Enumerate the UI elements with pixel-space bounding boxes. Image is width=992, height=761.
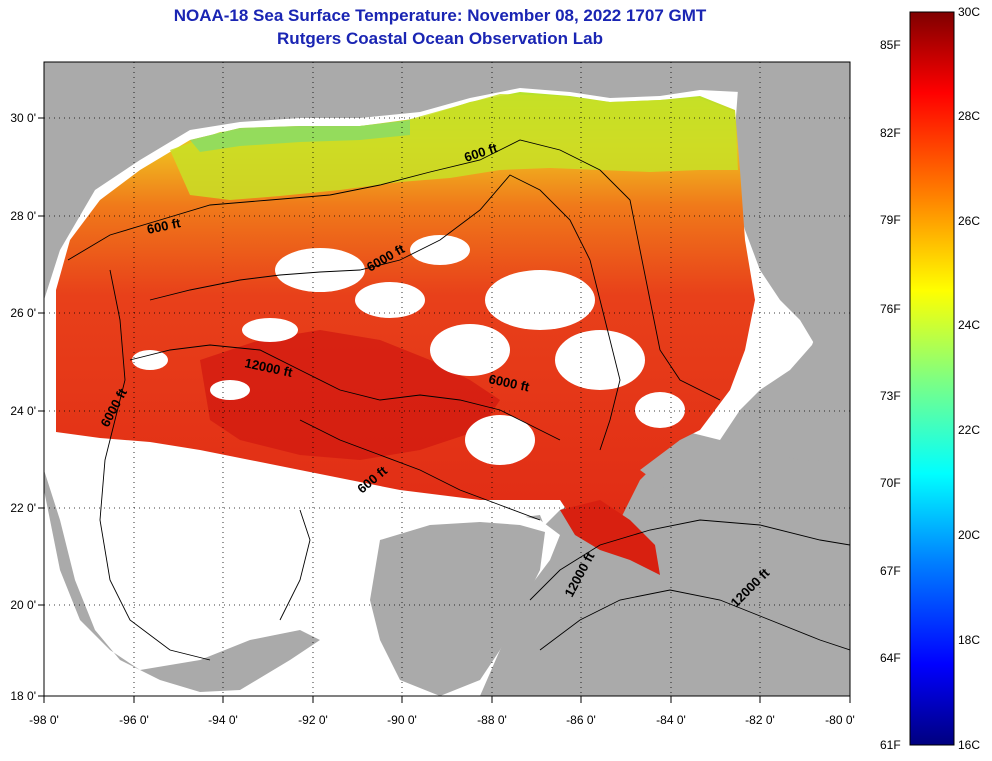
- sst-green-edge: [190, 120, 410, 152]
- lon-label: -88 0': [477, 713, 507, 727]
- celsius-label: 24C: [958, 318, 981, 332]
- map-frame: [43, 61, 851, 697]
- lon-label: -86 0': [566, 713, 596, 727]
- fahrenheit-label: 79F: [880, 213, 901, 227]
- celsius-label: 22C: [958, 423, 981, 437]
- celsius-label: 18C: [958, 633, 981, 647]
- celsius-label: 30C: [958, 5, 981, 19]
- cloud-cover: [132, 235, 685, 465]
- lat-label: 26 0': [10, 306, 36, 320]
- fahrenheit-label: 61F: [880, 738, 901, 752]
- sst-coastal-band: [170, 94, 738, 200]
- lon-label: -82 0': [745, 713, 775, 727]
- fahrenheit-label: 76F: [880, 302, 901, 316]
- lat-label: 24 0': [10, 404, 36, 418]
- yucatan-land-lower: [370, 522, 545, 696]
- lon-label: -84 0': [656, 713, 686, 727]
- fahrenheit-label: 67F: [880, 564, 901, 578]
- lon-label: -90 0': [387, 713, 417, 727]
- celsius-label: 20C: [958, 528, 981, 542]
- longitude-labels: -98 0' -96 0' -94 0' -92 0' -90 0' -88 0…: [29, 713, 855, 727]
- fahrenheit-label: 82F: [880, 126, 901, 140]
- fahrenheit-label: 85F: [880, 38, 901, 52]
- axis-ticks: [38, 117, 851, 703]
- fahrenheit-label: 73F: [880, 389, 901, 403]
- lat-label: 28 0': [10, 209, 36, 223]
- contour-label: 600 ft: [146, 215, 183, 237]
- latitude-labels: 30 0' 28 0' 26 0' 24 0' 22 0' 20 0' 18 0…: [10, 111, 36, 703]
- lon-label: -94 0': [208, 713, 238, 727]
- lat-label: 30 0': [10, 111, 36, 125]
- lon-label: -96 0': [119, 713, 149, 727]
- lon-label: -92 0': [298, 713, 328, 727]
- fahrenheit-label: 70F: [880, 476, 901, 490]
- celsius-label: 16C: [958, 738, 981, 752]
- sst-channel-patch: [560, 500, 660, 575]
- lat-label: 22 0': [10, 501, 36, 515]
- fahrenheit-label: 64F: [880, 651, 901, 665]
- celsius-label: 28C: [958, 109, 981, 123]
- lon-label: -98 0': [29, 713, 59, 727]
- sst-hot-core: [200, 330, 500, 460]
- cuba-land-lower: [640, 440, 850, 500]
- graticule: [44, 62, 850, 696]
- florida-land: [730, 62, 850, 350]
- bathymetry-contours: [67, 139, 850, 661]
- lon-label: -80 0': [825, 713, 855, 727]
- celsius-label: 26C: [958, 214, 981, 228]
- map-title-line2: Rutgers Coastal Ocean Observation Lab: [277, 29, 603, 48]
- lat-label: 20 0': [10, 598, 36, 612]
- lat-label: 18 0': [10, 689, 36, 703]
- colorbar: [909, 11, 955, 746]
- map-title-line1: NOAA-18 Sea Surface Temperature: Novembe…: [173, 6, 707, 25]
